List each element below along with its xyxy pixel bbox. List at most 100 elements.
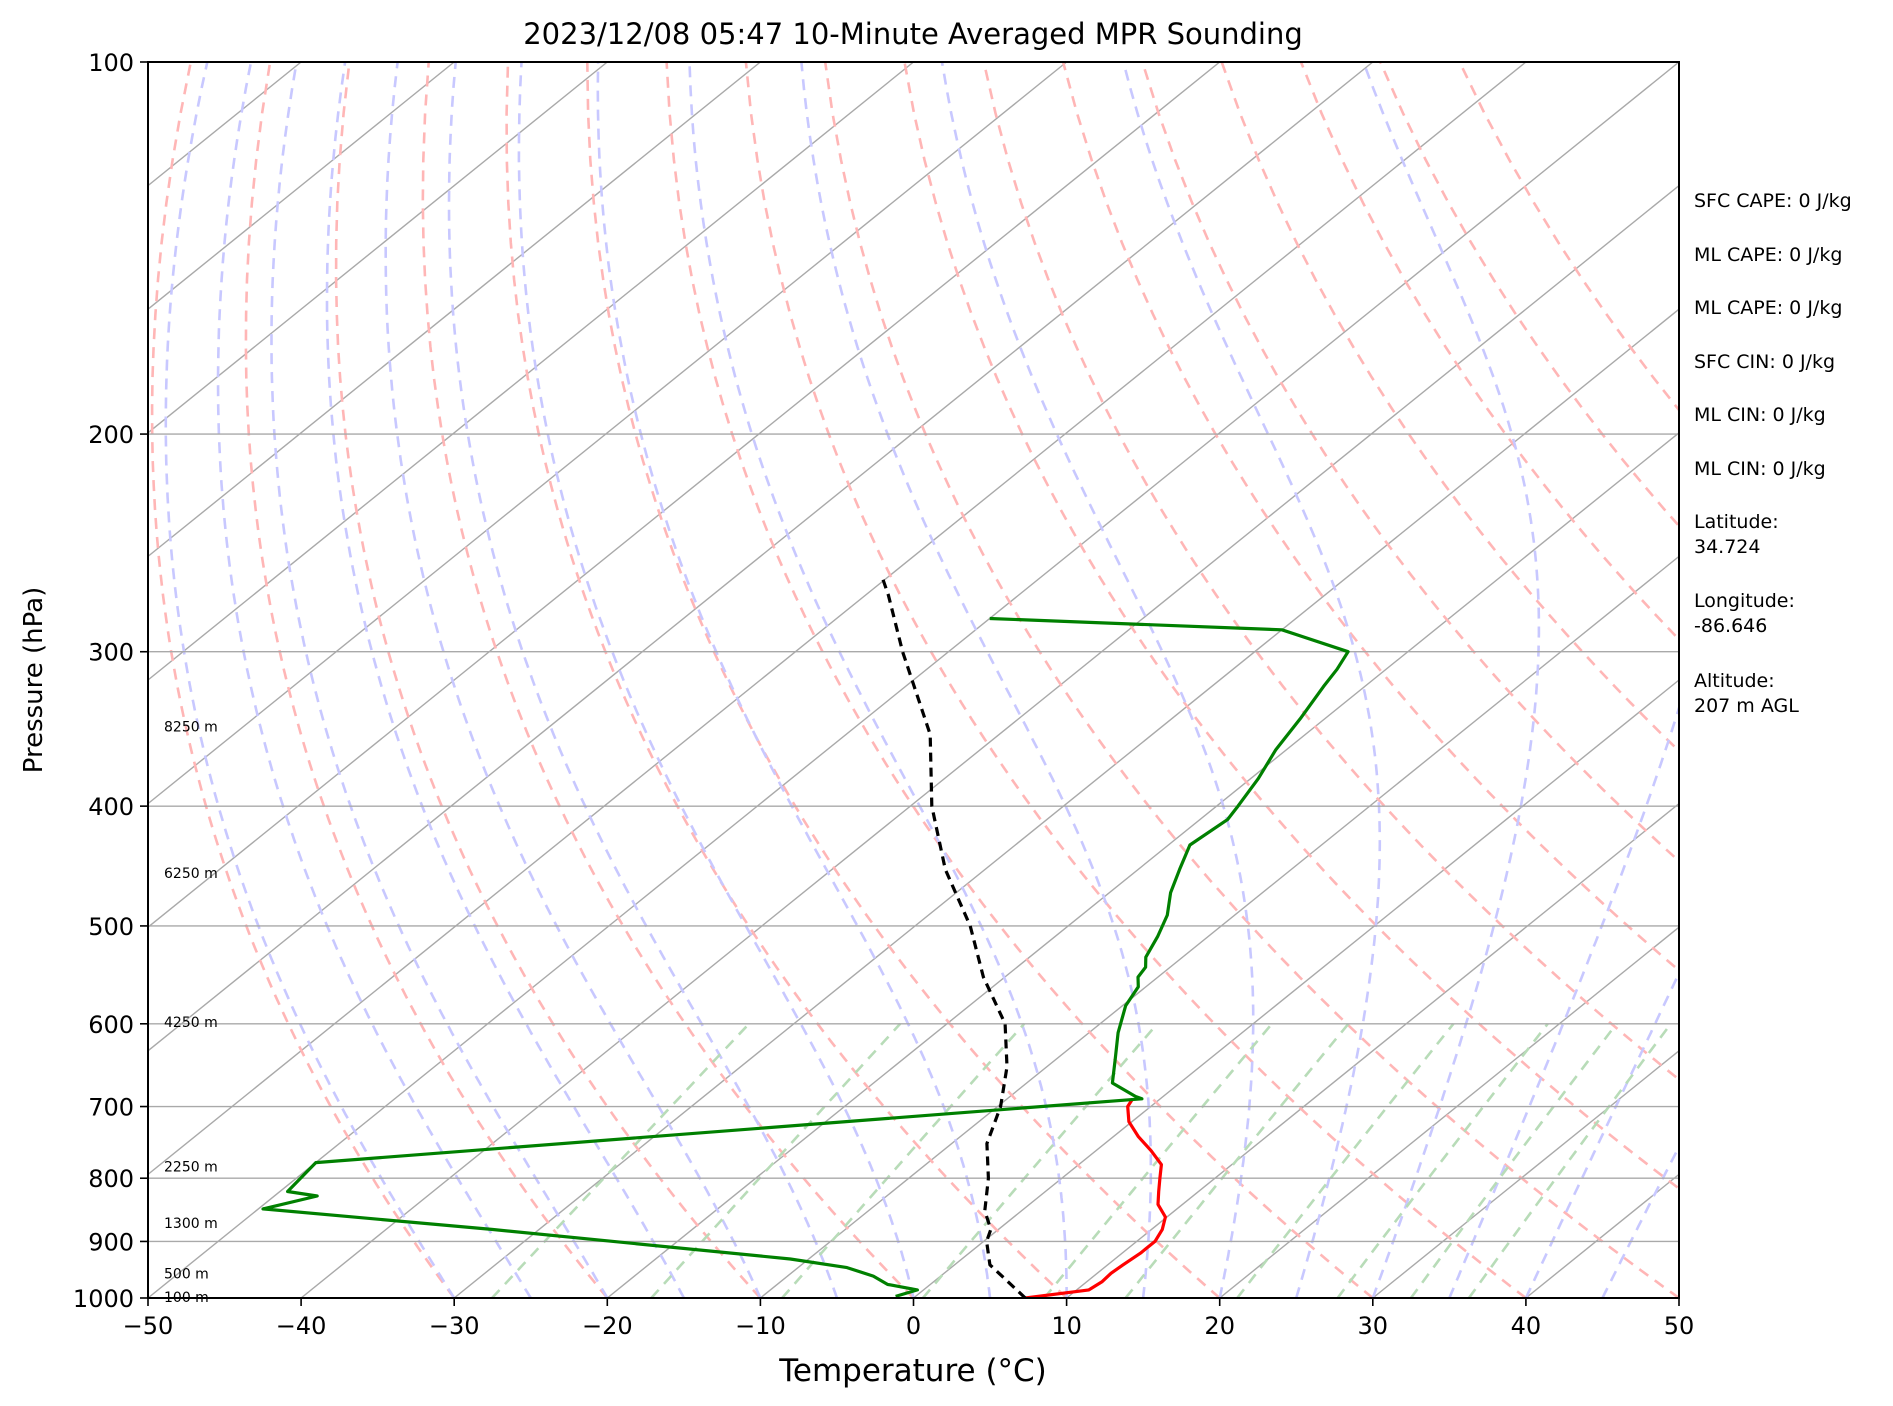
- height-label: 2250 m: [164, 1160, 218, 1176]
- moist-adiabat: [596, 62, 992, 1298]
- isotherm--120: [148, 62, 608, 434]
- dry-adiabat: [744, 62, 1527, 1298]
- isotherm--90: [148, 62, 1068, 805]
- x-tick-label: 30: [1358, 1312, 1389, 1340]
- mixing-ratio-line: [1467, 1023, 1672, 1298]
- moist-adiabat: [384, 62, 762, 1298]
- dry-adiabat: [421, 62, 915, 1298]
- isotherm--110: [148, 62, 761, 558]
- moist-adiabat: [940, 62, 1255, 1298]
- sfc-cin-label: SFC CIN: 0 J/kg: [1694, 351, 1836, 373]
- x-tick-label: −10: [735, 1312, 786, 1340]
- temperature-trace: [1025, 1097, 1167, 1298]
- isotherm--130: [148, 62, 455, 311]
- dry-adiabat: [823, 62, 1679, 1298]
- x-tick-label: −20: [582, 1312, 633, 1340]
- x-tick-label: −50: [123, 1312, 174, 1340]
- y-tick-label: 500: [88, 913, 134, 941]
- mixing-ratio-line: [1336, 1023, 1549, 1298]
- y-tick-label: 900: [88, 1228, 134, 1256]
- y-tick-label: 600: [88, 1011, 134, 1039]
- isotherm-30: [1372, 1049, 1679, 1298]
- isobar-gridlines: [148, 433, 1679, 1243]
- dry-adiabat: [982, 62, 1679, 1082]
- ml-cin-label-2: ML CIN: 0 J/kg: [1694, 458, 1826, 480]
- ml-cin-label: ML CIN: 0 J/kg: [1694, 404, 1826, 426]
- y-axis-ticks: 100 200 300 400 500 600 700 800 900 1000: [73, 49, 148, 1313]
- moist-adiabat: [1524, 970, 1679, 1298]
- moist-adiabat: [1601, 1143, 1679, 1298]
- mixing-ratio-line: [1236, 1022, 1455, 1298]
- dry-adiabat: [150, 62, 456, 1298]
- isotherm--60: [148, 62, 1527, 1176]
- y-axis-label: Pressure (hPa): [19, 587, 49, 774]
- dry-adiabat: [586, 62, 1221, 1298]
- height-label: 6250 m: [164, 866, 218, 882]
- moist-adiabat: [164, 62, 456, 1298]
- sounding-traces: [261, 574, 1350, 1298]
- x-tick-label: −40: [276, 1312, 327, 1340]
- isotherm--100: [148, 62, 914, 681]
- isotherm-10: [1066, 802, 1679, 1298]
- x-axis-label: Temperature (°C): [778, 1353, 1047, 1389]
- x-tick-label: −30: [429, 1312, 480, 1340]
- x-axis-ticks: −50 −40 −30 −20 −10 0 10 20 30 40 50: [123, 1298, 1695, 1340]
- moist-adiabat: [800, 62, 1153, 1298]
- height-label: 500 m: [164, 1266, 209, 1282]
- mixing-ratio-lines: [491, 1022, 1672, 1298]
- x-tick-label: 40: [1511, 1312, 1542, 1340]
- y-tick-label: 400: [88, 793, 134, 821]
- x-tick-label: 20: [1204, 1312, 1235, 1340]
- mixing-ratio-line: [1409, 1023, 1618, 1298]
- y-tick-label: 1000: [73, 1285, 134, 1313]
- y-tick-label: 200: [88, 421, 134, 449]
- ml-cape-label-2: ML CAPE: 0 J/kg: [1694, 297, 1843, 319]
- y-tick-label: 800: [88, 1165, 134, 1193]
- dry-adiabat: [334, 62, 762, 1298]
- isotherm--70: [148, 62, 1374, 1052]
- moist-adiabat: [517, 62, 915, 1298]
- dewpoint-trace: [261, 616, 1350, 1298]
- mixing-ratio-line: [491, 1022, 750, 1298]
- isotherm--30: [453, 308, 1679, 1298]
- moist-adiabat: [447, 62, 839, 1298]
- dry-adiabat: [505, 62, 1068, 1298]
- chart-title: 2023/12/08 05:47 10-Minute Averaged MPR …: [523, 17, 1303, 51]
- longitude-label: Longitude: -86.646: [1694, 590, 1795, 637]
- parcel-trace: [879, 574, 1027, 1298]
- x-tick-label: 0: [906, 1312, 921, 1340]
- y-tick-label: 300: [88, 639, 134, 667]
- dry-adiabat: [665, 62, 1374, 1298]
- moist-adiabat: [270, 62, 609, 1298]
- dry-adiabat: [244, 62, 609, 1298]
- x-tick-label: 50: [1664, 1312, 1695, 1340]
- mixing-ratio-line: [921, 1022, 1159, 1298]
- y-tick-label: 700: [88, 1094, 134, 1122]
- moist-adiabat: [325, 62, 686, 1298]
- isotherm--20: [606, 431, 1679, 1298]
- isotherm--80: [148, 62, 1221, 929]
- dry-adiabat: [903, 62, 1679, 1191]
- height-label: 8250 m: [164, 720, 218, 736]
- moist-adiabat-lines: [164, 62, 1679, 1298]
- isotherm-20: [1219, 926, 1679, 1298]
- isotherm-lines: [148, 62, 1679, 1298]
- moist-adiabat: [216, 62, 532, 1298]
- ml-cape-label: ML CAPE: 0 J/kg: [1694, 244, 1843, 266]
- isotherm--50: [148, 62, 1679, 1298]
- isotherm--40: [300, 184, 1679, 1298]
- moist-adiabat: [1122, 62, 1382, 1298]
- height-label: 4250 m: [164, 1015, 218, 1031]
- height-label: 1300 m: [164, 1216, 218, 1232]
- moist-adiabat: [1362, 62, 1541, 1298]
- y-tick-label: 100: [88, 49, 134, 77]
- moist-adiabat: [1448, 62, 1679, 1298]
- altitude-label: Altitude: 207 m AGL: [1694, 670, 1799, 717]
- dry-adiabat-lines: [150, 62, 1679, 1298]
- x-tick-label: 10: [1051, 1312, 1082, 1340]
- latitude-label: Latitude: 34.724: [1694, 511, 1779, 558]
- sfc-cape-label: SFC CAPE: 0 J/kg: [1694, 190, 1852, 212]
- isotherm-0: [913, 679, 1679, 1298]
